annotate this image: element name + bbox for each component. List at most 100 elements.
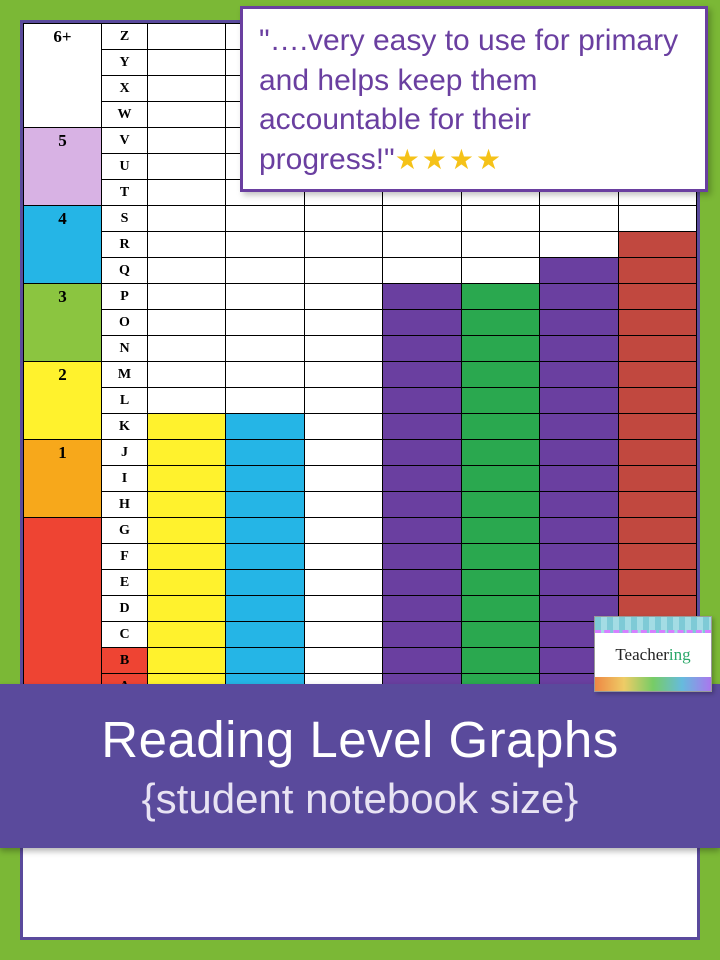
data-cell bbox=[618, 518, 696, 544]
data-cell bbox=[226, 232, 304, 258]
table-row: H bbox=[24, 492, 697, 518]
data-cell bbox=[540, 466, 618, 492]
data-cell bbox=[540, 518, 618, 544]
logo-top-stripe bbox=[595, 617, 711, 633]
data-cell bbox=[540, 440, 618, 466]
data-cell bbox=[304, 544, 382, 570]
data-cell bbox=[148, 206, 226, 232]
data-cell bbox=[148, 596, 226, 622]
data-cell bbox=[148, 544, 226, 570]
level-letter-cell: T bbox=[102, 180, 148, 206]
data-cell bbox=[461, 232, 539, 258]
data-cell bbox=[618, 310, 696, 336]
title-band: Reading Level Graphs {student notebook s… bbox=[0, 684, 720, 848]
data-cell bbox=[148, 622, 226, 648]
table-row: N bbox=[24, 336, 697, 362]
data-cell bbox=[461, 440, 539, 466]
data-cell bbox=[618, 388, 696, 414]
data-cell bbox=[226, 622, 304, 648]
data-cell bbox=[618, 492, 696, 518]
data-cell bbox=[148, 648, 226, 674]
data-cell bbox=[148, 232, 226, 258]
logo-bottom-stripe bbox=[595, 677, 711, 692]
data-cell bbox=[618, 284, 696, 310]
data-cell bbox=[148, 492, 226, 518]
data-cell bbox=[148, 466, 226, 492]
data-cell bbox=[461, 622, 539, 648]
data-cell bbox=[618, 258, 696, 284]
level-letter-cell: B bbox=[102, 648, 148, 674]
level-letter-cell: C bbox=[102, 622, 148, 648]
level-letter-cell: G bbox=[102, 518, 148, 544]
data-cell bbox=[461, 570, 539, 596]
data-cell bbox=[148, 284, 226, 310]
data-cell bbox=[304, 518, 382, 544]
table-row: O bbox=[24, 310, 697, 336]
table-row: L bbox=[24, 388, 697, 414]
data-cell bbox=[226, 544, 304, 570]
level-letter-cell: V bbox=[102, 128, 148, 154]
data-cell bbox=[148, 50, 226, 76]
data-cell bbox=[148, 310, 226, 336]
level-letter-cell: Z bbox=[102, 24, 148, 50]
data-cell bbox=[226, 362, 304, 388]
data-cell bbox=[461, 336, 539, 362]
data-cell bbox=[304, 492, 382, 518]
grade-band-cell: 2 bbox=[24, 362, 102, 440]
data-cell bbox=[148, 440, 226, 466]
data-cell bbox=[304, 206, 382, 232]
data-cell bbox=[383, 440, 461, 466]
logo-text: Teachering bbox=[595, 633, 711, 677]
data-cell bbox=[304, 336, 382, 362]
data-cell bbox=[540, 310, 618, 336]
data-cell bbox=[383, 284, 461, 310]
data-cell bbox=[226, 518, 304, 544]
level-letter-cell: F bbox=[102, 544, 148, 570]
data-cell bbox=[540, 206, 618, 232]
data-cell bbox=[618, 362, 696, 388]
data-cell bbox=[226, 284, 304, 310]
teachering-logo: Teachering bbox=[594, 616, 712, 692]
data-cell bbox=[304, 232, 382, 258]
data-cell bbox=[540, 544, 618, 570]
table-row: Q bbox=[24, 258, 697, 284]
data-cell bbox=[383, 388, 461, 414]
level-letter-cell: Q bbox=[102, 258, 148, 284]
data-cell bbox=[461, 648, 539, 674]
level-letter-cell: L bbox=[102, 388, 148, 414]
table-row: 4S bbox=[24, 206, 697, 232]
grade-band-cell: 5 bbox=[24, 128, 102, 206]
data-cell bbox=[383, 596, 461, 622]
data-cell bbox=[618, 232, 696, 258]
data-cell bbox=[148, 258, 226, 284]
data-cell bbox=[540, 388, 618, 414]
table-row: I bbox=[24, 466, 697, 492]
data-cell bbox=[383, 492, 461, 518]
data-cell bbox=[618, 570, 696, 596]
data-cell bbox=[383, 518, 461, 544]
table-row: F bbox=[24, 544, 697, 570]
data-cell bbox=[383, 622, 461, 648]
level-letter-cell: P bbox=[102, 284, 148, 310]
data-cell bbox=[461, 596, 539, 622]
data-cell bbox=[618, 440, 696, 466]
data-cell bbox=[383, 310, 461, 336]
data-cell bbox=[148, 570, 226, 596]
data-cell bbox=[461, 544, 539, 570]
grade-band-cell: 1 bbox=[24, 440, 102, 518]
data-cell bbox=[461, 414, 539, 440]
data-cell bbox=[383, 414, 461, 440]
data-cell bbox=[148, 154, 226, 180]
data-cell bbox=[304, 310, 382, 336]
grade-band-cell: 3 bbox=[24, 284, 102, 362]
grade-band-cell: 4 bbox=[24, 206, 102, 284]
level-letter-cell: S bbox=[102, 206, 148, 232]
grade-band-cell: 6+ bbox=[24, 24, 102, 128]
table-row: K bbox=[24, 414, 697, 440]
data-cell bbox=[540, 232, 618, 258]
level-letter-cell: N bbox=[102, 336, 148, 362]
data-cell bbox=[461, 518, 539, 544]
data-cell bbox=[148, 24, 226, 50]
title-line2: {student notebook size} bbox=[0, 775, 720, 823]
data-cell bbox=[226, 258, 304, 284]
